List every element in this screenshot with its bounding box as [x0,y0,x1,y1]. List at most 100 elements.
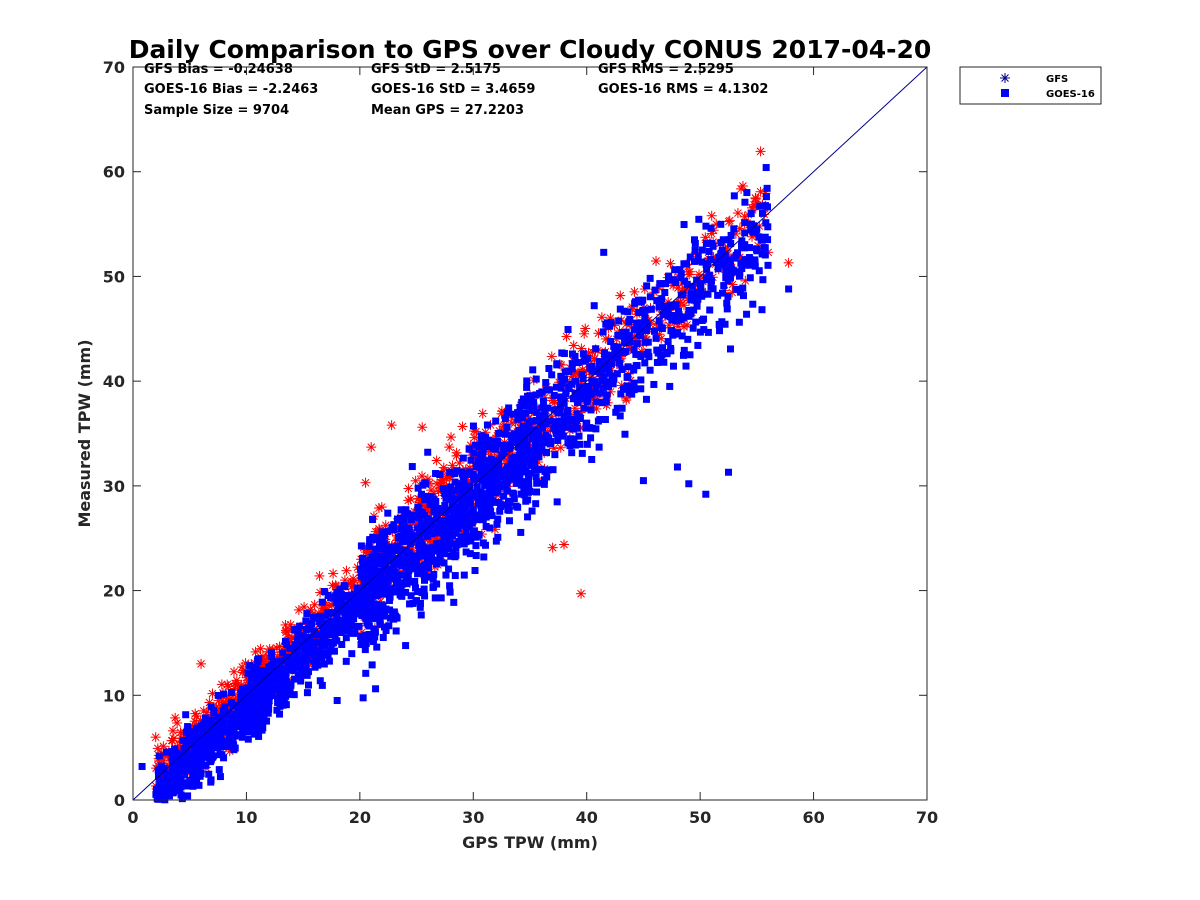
goes16-point [306,636,314,644]
goes16-point [607,318,615,326]
goes16-point [429,495,437,503]
goes16-point [512,457,520,465]
goes16-point [524,470,532,478]
goes16-point [727,231,735,239]
goes16-point [379,634,387,642]
goes16-point [550,406,558,414]
goes16-point [396,555,404,563]
x-tick-label: 60 [802,808,824,827]
goes16-point [510,490,518,498]
goes16-point [720,282,728,290]
goes16-point [417,611,425,619]
goes16-point [614,343,622,351]
goes16-point [565,384,573,392]
goes16-point [525,481,533,489]
goes16-point [369,638,377,646]
y-tick-label: 0 [114,791,125,810]
goes16-point [482,511,490,519]
stat-annotation: Mean GPS = 27.2203 [371,103,524,118]
goes16-point [459,470,467,478]
goes16-point [318,638,326,646]
goes16-point [560,349,568,357]
goes16-point [387,565,395,573]
goes16-point [479,539,487,547]
goes16-point [357,542,365,550]
goes16-point [308,648,316,656]
goes16-point [163,770,171,778]
goes16-point [462,511,470,519]
goes16-point [258,708,266,716]
goes16-point [427,517,435,525]
goes16-point [492,537,500,545]
goes16-point [427,526,435,534]
goes16-point [423,492,431,500]
goes16-point [557,384,565,392]
goes16-point [381,539,389,547]
goes16-point [526,426,534,434]
goes16-point [207,778,215,786]
gfs-point [216,679,227,690]
goes16-point [639,306,647,314]
goes16-point [205,770,213,778]
goes16-point [494,515,502,523]
goes16-point [250,667,258,675]
goes16-point [441,534,449,542]
goes16-point [316,612,324,620]
goes16-point [478,510,486,518]
goes16-point [573,410,581,418]
gfs-point [229,666,240,677]
goes16-point [549,466,557,474]
goes16-point [539,423,547,431]
goes16-point [268,653,276,661]
goes16-point [348,650,356,658]
goes16-point [314,661,322,669]
goes16-point [285,660,293,668]
goes16-point [436,552,444,560]
goes16-point [255,732,263,740]
goes16-point [525,419,533,427]
goes16-point [426,501,434,509]
goes16-point [723,299,731,307]
goes16-point [541,467,549,475]
identity-line [132,66,928,801]
goes16-point [576,440,584,448]
goes16-point [609,380,617,388]
goes16-point [393,515,401,523]
stat-annotation: GFS RMS = 2.5295 [598,62,734,77]
goes16-point [171,774,179,782]
gfs-point [477,408,488,419]
goes16-point [390,526,398,534]
goes16-point [226,717,234,725]
goes16-point [472,552,480,560]
goes16-point [543,473,551,481]
goes16-point [176,751,184,759]
goes16-point [392,574,400,582]
goes16-point [412,584,420,592]
goes16-point [441,501,449,509]
goes16-point [561,417,569,425]
goes16-point [474,532,482,540]
goes16-point [309,613,317,621]
goes16-point [491,474,499,482]
goes16-point [466,468,474,476]
goes16-point [365,631,373,639]
goes16-point [600,373,608,381]
x-tick-label: 40 [576,808,598,827]
goes16-point [624,308,632,316]
goes16-point [386,593,394,601]
goes16-point [488,438,496,446]
goes16-point [336,618,344,626]
goes16-point [652,334,660,342]
goes16-point [276,659,284,667]
goes16-point [709,285,717,293]
goes16-point [478,446,486,454]
goes16-point [379,607,387,615]
goes16-point [355,622,363,630]
goes16-point [412,561,420,569]
goes16-point [656,280,664,288]
goes16-point [568,360,576,368]
goes16-point [365,542,373,550]
goes16-point [411,565,419,573]
goes16-point [462,502,470,510]
goes16-point [162,777,170,785]
